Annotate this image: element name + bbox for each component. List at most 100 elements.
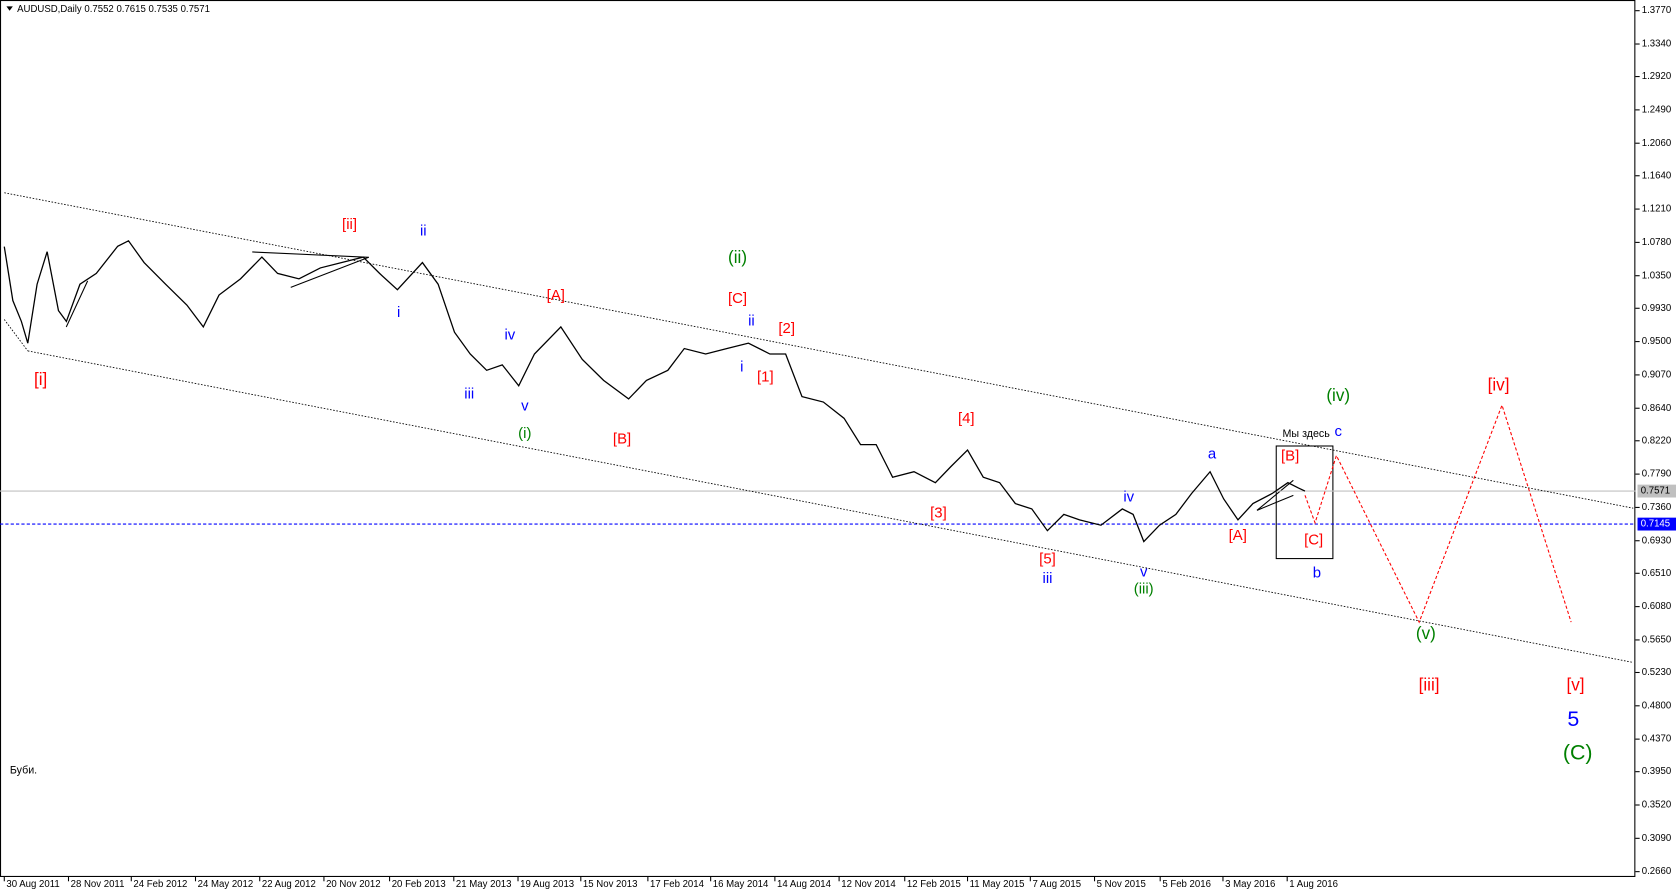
y-tick-label: 0.6930 (1642, 535, 1671, 546)
wave-label: [1] (757, 368, 774, 385)
y-tick-label: 0.8220 (1642, 435, 1671, 446)
y-tick-label: 1.0350 (1642, 270, 1671, 281)
x-tick-label: 15 Nov 2013 (583, 879, 638, 890)
wave-label: Буби. (10, 765, 37, 777)
y-tick-label: 0.5230 (1642, 667, 1671, 678)
wave-label: [A] (547, 287, 565, 304)
x-tick-label: 19 Aug 2013 (520, 879, 574, 890)
y-tick-label: 1.2060 (1642, 138, 1671, 149)
y-tick-label: 0.5650 (1642, 634, 1671, 645)
wave-label: i (740, 359, 743, 376)
price-line-series (3, 239, 1306, 543)
x-tick-label: 16 May 2014 (713, 879, 769, 890)
y-tick-label: 1.2490 (1642, 104, 1671, 115)
wave-label: [2] (778, 320, 795, 337)
price-label: 0.7145 (1641, 519, 1670, 530)
wave-label: [iv] (1488, 375, 1510, 394)
y-tick-label: 0.7360 (1642, 502, 1671, 513)
wave-label: (iii) (1134, 581, 1154, 598)
wave-label: (iv) (1326, 386, 1350, 405)
x-tick-label: 12 Nov 2014 (841, 879, 896, 890)
wave-label: ii (420, 223, 427, 240)
triangle-line (252, 251, 369, 258)
triangle-line (1256, 494, 1294, 511)
y-tick-label: 0.2660 (1642, 866, 1671, 877)
plot-frame (0, 0, 1636, 877)
y-tick-label: 1.2920 (1642, 71, 1671, 82)
x-tick-label: 11 May 2015 (970, 879, 1025, 890)
wave-label: v (521, 397, 529, 414)
x-tick-label: 12 Feb 2015 (907, 879, 961, 890)
wave-label: [ii] (342, 216, 357, 233)
y-tick-label: 0.6080 (1642, 601, 1671, 612)
channel-line (3, 319, 29, 352)
x-tick-label: 24 May 2012 (198, 879, 254, 890)
wave-label: i (397, 304, 400, 321)
triangle-line (65, 280, 89, 328)
y-tick-label: 1.1210 (1642, 204, 1671, 215)
y-tick-label: 0.3520 (1642, 800, 1671, 811)
x-tick-label: 24 Feb 2012 (133, 879, 187, 890)
wave-label: v (1140, 563, 1148, 580)
y-tick-label: 1.3340 (1642, 39, 1671, 50)
y-tick-label: 0.6510 (1642, 568, 1671, 579)
wave-label: iii (1043, 570, 1053, 587)
y-tick-label: 1.0780 (1642, 237, 1671, 248)
forecast-line (1304, 403, 1572, 624)
y-tick-label: 0.3950 (1642, 766, 1671, 777)
x-tick-label: 3 May 2016 (1225, 879, 1275, 890)
y-tick-label: 1.3770 (1642, 5, 1671, 16)
wave-label: iv (504, 327, 515, 344)
wave-label: [3] (930, 504, 947, 521)
triangle-line (1256, 479, 1294, 511)
wave-label: [B] (1281, 448, 1299, 465)
wave-label: [v] (1567, 676, 1585, 695)
x-tick-label: 14 Aug 2014 (777, 879, 832, 890)
wave-label: [C] (1304, 531, 1323, 548)
wave-label: 5 (1567, 707, 1579, 731)
wave-label: [iii] (1419, 676, 1440, 695)
chart-title: AUDUSD,Daily 0.7552 0.7615 0.7535 0.7571 (17, 4, 210, 15)
y-tick-label: 0.9070 (1642, 369, 1671, 380)
y-tick-label: 0.4800 (1642, 700, 1671, 711)
price-label-box (1637, 484, 1676, 498)
y-tick-label: 0.9500 (1642, 336, 1671, 347)
x-tick-label: 17 Feb 2014 (650, 879, 705, 890)
wave-label: [C] (728, 290, 747, 307)
wave-label: b (1313, 565, 1321, 582)
wave-label: [B] (613, 431, 631, 448)
y-tick-label: 0.4370 (1642, 734, 1671, 745)
wave-label: iv (1123, 488, 1134, 505)
x-tick-label: 21 May 2013 (456, 879, 512, 890)
x-tick-label: 20 Feb 2013 (392, 879, 446, 890)
y-tick-label: 0.9930 (1642, 303, 1671, 314)
wave-label: [5] (1039, 551, 1056, 568)
wave-label: (v) (1416, 624, 1436, 643)
pattern-lines (65, 251, 1294, 511)
x-tick-label: 20 Nov 2012 (326, 879, 381, 890)
y-tick-label: 0.3090 (1642, 833, 1671, 844)
wave-label: c (1334, 423, 1342, 440)
x-tick-label: 5 Feb 2016 (1162, 879, 1211, 890)
x-tick-label: 30 Aug 2011 (6, 879, 59, 890)
x-tick-label: 5 Nov 2015 (1097, 879, 1146, 890)
wave-label: [i] (34, 370, 47, 389)
price-label-box (1637, 517, 1676, 531)
wave-label: (i) (518, 425, 531, 442)
wave-label: Мы здесь (1283, 428, 1331, 440)
y-tick-label: 0.7790 (1642, 469, 1671, 480)
wave-label: (C) (1563, 740, 1593, 764)
x-tick-label: 28 Nov 2011 (71, 879, 125, 890)
x-tick-label: 1 Aug 2016 (1289, 879, 1338, 890)
channel-line (4, 192, 1634, 509)
price-label: 0.7571 (1641, 486, 1670, 497)
menu-arrow (6, 6, 13, 11)
y-tick-label: 0.8640 (1642, 403, 1671, 414)
wave-label: (ii) (728, 248, 747, 267)
wave-label: ii (748, 313, 755, 330)
wave-label: [4] (958, 410, 975, 427)
wave-label: iii (464, 385, 474, 402)
wave-label: [A] (1229, 527, 1247, 544)
